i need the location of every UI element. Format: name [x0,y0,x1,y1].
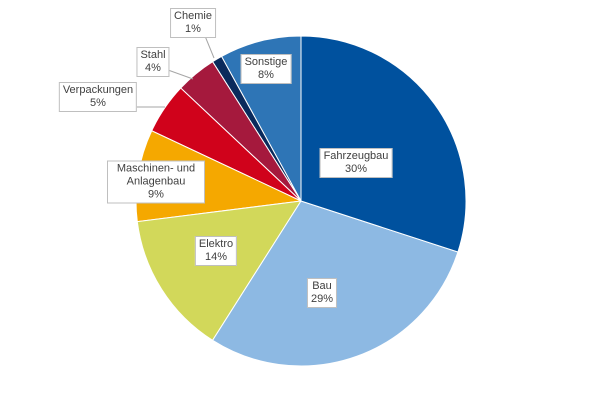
category-label: Elektro [198,238,234,250]
category-label: Verpackungen [62,84,134,96]
category-label: Maschinen- und Anlagenbau [116,162,196,188]
pie-slice [136,200,302,342]
value-label: 29% [310,293,334,305]
leader-line [167,69,194,80]
data-label: Maschinen- und Anlagenbau 9% [107,160,205,204]
data-label: Fahrzeugbau 30% [319,148,393,178]
pie-slice [300,35,467,253]
data-label: Verpackungen 5% [58,82,138,112]
category-label: Fahrzeugbau [323,150,389,162]
value-label: 9% [148,188,164,201]
data-label: Stahl 4% [136,47,170,77]
data-label: Elektro 14% [194,236,238,266]
data-label: Bau 29% [306,278,338,308]
data-label: Chemie 1% [170,8,216,38]
category-label: Chemie [174,10,212,22]
value-label: 1% [185,23,201,35]
data-label: Sonstige 8% [240,54,292,84]
value-label: 5% [90,97,106,109]
category-label: Sonstige [244,56,288,68]
value-label: 4% [145,62,161,74]
category-label: Bau [312,280,332,292]
value-label: 30% [344,163,368,175]
value-label: 14% [204,251,228,263]
category-label: Stahl [140,49,166,61]
leader-line [204,35,215,59]
value-label: 8% [258,69,274,81]
